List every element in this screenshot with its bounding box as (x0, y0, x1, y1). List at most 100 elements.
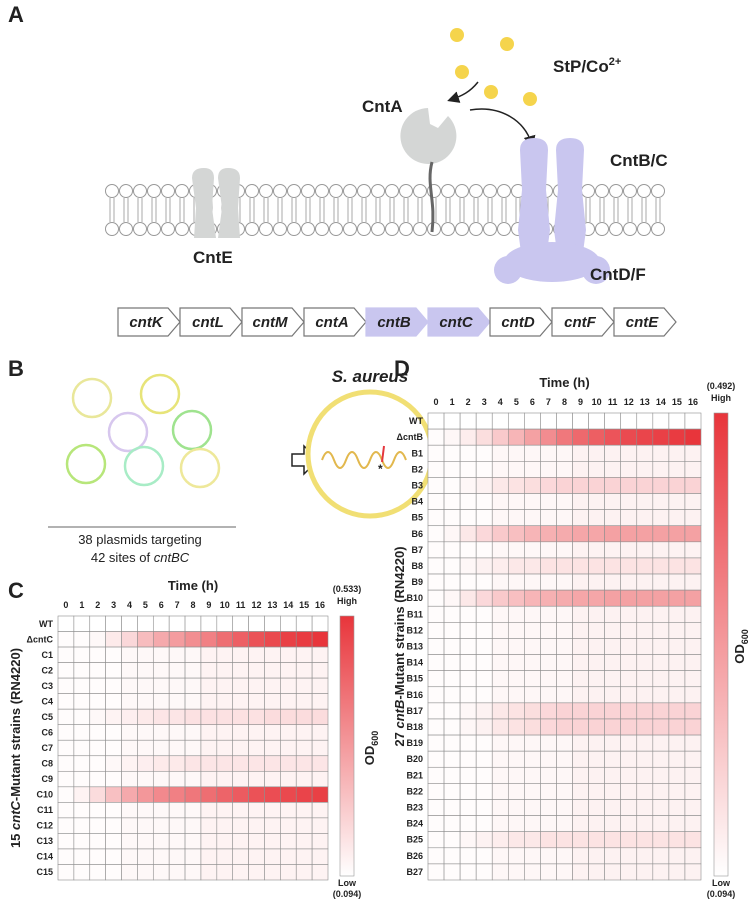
heatmap-cell (507, 654, 525, 671)
heatmap-cell (459, 605, 477, 623)
heatmap-cell (152, 677, 170, 694)
heatmap-cell (620, 815, 638, 832)
heatmap-cell (280, 708, 297, 726)
colorbar (339, 615, 355, 877)
heatmap-cell (668, 509, 686, 527)
lipid-head (119, 184, 133, 198)
heatmap-cell (427, 815, 445, 832)
colorbar-tick-label: (0.492) (707, 381, 736, 391)
heatmap-cell (507, 815, 525, 832)
lipid-head (399, 222, 413, 236)
heatmap-cell (588, 573, 605, 591)
heatmap-cell (604, 638, 622, 655)
heatmap-cell (105, 631, 122, 648)
heatmap-cell (524, 847, 541, 865)
heatmap-cell (572, 750, 589, 768)
x-tick-label: 0 (63, 600, 68, 610)
heatmap-cell (248, 631, 265, 648)
heatmap-cell (264, 677, 281, 694)
heatmap-cell (89, 662, 106, 679)
heatmap-cell (311, 817, 329, 834)
heatmap-cell (556, 686, 573, 704)
heatmap-cell (295, 848, 313, 865)
heatmap-cell (668, 477, 686, 494)
heatmap-cell (572, 638, 589, 655)
heatmap-cell (248, 646, 265, 663)
heatmap-cell (443, 654, 461, 671)
heatmap-cell (295, 615, 313, 632)
lipid-head (357, 222, 371, 236)
heatmap-cell (121, 739, 138, 757)
heatmap-cell (311, 755, 329, 772)
x-tick-label: 10 (220, 600, 230, 610)
heatmap-cell (295, 646, 313, 663)
colorbar-tick-label: (0.094) (333, 889, 362, 899)
heatmap-cell (652, 847, 670, 865)
heatmap-cell (89, 833, 106, 850)
lipid-head (147, 222, 161, 236)
cnta-label: CntA (362, 97, 403, 116)
gene-arrow (117, 307, 181, 337)
heatmap-cell (459, 799, 477, 816)
heatmap-cell (295, 864, 313, 881)
heatmap-cell (620, 589, 638, 607)
heatmap-cell (636, 428, 654, 446)
colorbar-high: High (711, 393, 731, 403)
heatmap-cell (540, 799, 557, 816)
heatmap-cell (507, 831, 525, 849)
label-part: cntC (8, 800, 23, 830)
cntbc-protein (494, 138, 610, 284)
gene-arrow (179, 307, 243, 337)
y-tick-label: B25 (406, 835, 423, 845)
heatmap-cell (216, 817, 234, 834)
y-tick-label: ΔcntB (397, 432, 424, 442)
heatmap-cell (427, 493, 445, 510)
heatmap-cell (604, 622, 622, 639)
x-tick-label: 1 (450, 397, 455, 407)
heatmap-cell (475, 863, 493, 881)
heatmap-cell (57, 802, 75, 819)
gene-arrow (489, 307, 553, 337)
heatmap-cell (604, 573, 622, 591)
heatmap-cell (588, 766, 605, 784)
heatmap-cell (572, 670, 589, 688)
gene-label: cntE (626, 314, 660, 331)
heatmap-cell (556, 702, 573, 720)
heatmap-cell (232, 677, 249, 694)
heatmap-cell (540, 412, 557, 430)
label-part: OD (732, 644, 747, 664)
heatmap-cell (459, 509, 477, 527)
y-tick-label: B13 (406, 642, 423, 652)
heatmap-cell (572, 718, 589, 736)
y-axis-label: 15 cntC-Mutant strains (RN4220) (8, 648, 23, 848)
heatmap-cell (475, 702, 493, 720)
x-tick-label: 8 (562, 397, 567, 407)
heatmap-cell (668, 493, 686, 510)
heatmap-cell (540, 573, 557, 591)
heatmap-cell (636, 815, 654, 832)
heatmap-cell (73, 833, 91, 850)
heatmap-cell (491, 461, 509, 478)
heatmap-cell (604, 702, 622, 720)
lipid-head (497, 184, 511, 198)
heatmap-cell (459, 815, 477, 832)
heatmap-cell (475, 509, 493, 527)
organism-label: S. aureus (332, 367, 409, 386)
heatmap-cell (604, 589, 622, 607)
heatmap-cell (524, 734, 541, 752)
lipid-head (371, 184, 385, 198)
heatmap-cell (137, 724, 154, 741)
heatmap-cell (636, 444, 654, 462)
heatmap-cell (184, 677, 202, 694)
heatmap-cell (540, 589, 557, 607)
heatmap-cell (540, 461, 557, 478)
y-tick-label: C11 (37, 805, 53, 815)
heatmap-cell (572, 863, 589, 881)
heatmap-cell (73, 755, 91, 772)
heatmap-cell (427, 525, 445, 543)
heatmap-cell (668, 815, 686, 832)
heatmap-cell (232, 833, 249, 850)
heatmap-cell (604, 815, 622, 832)
heatmap-cell (556, 654, 573, 671)
heatmap-cell (232, 755, 249, 772)
